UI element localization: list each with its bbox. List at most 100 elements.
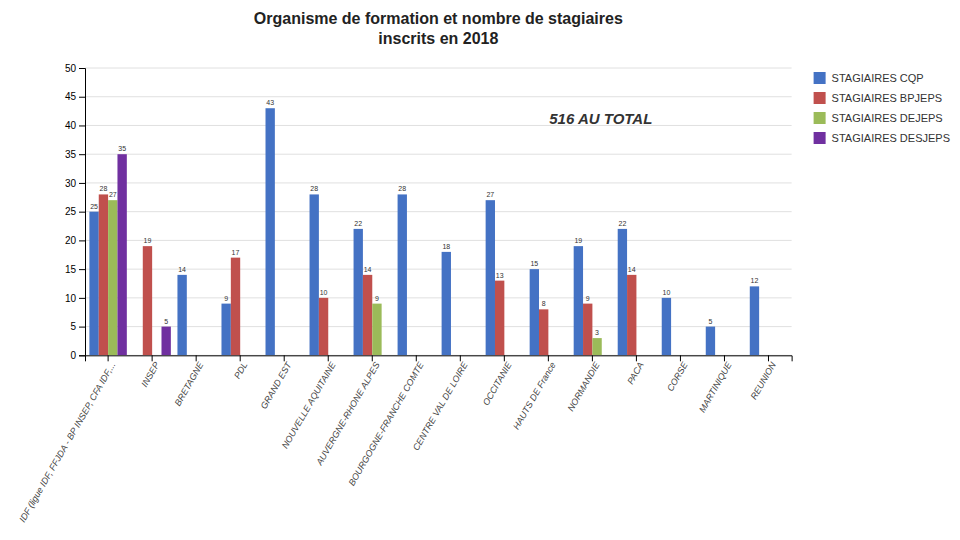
bar	[319, 298, 328, 355]
bar	[514, 355, 523, 356]
x-tick: INSEP	[139, 355, 161, 388]
x-tick-label: PACA	[625, 360, 646, 386]
legend-label: STAGIAIRES BPJEPS	[832, 92, 942, 104]
bar	[715, 355, 724, 356]
annotation: 516 AU TOTAL	[549, 110, 652, 127]
x-tick-label: HAUTS DE France	[511, 360, 558, 431]
bar	[426, 355, 435, 356]
data-label: 35	[118, 145, 126, 152]
bar	[724, 355, 733, 356]
grid-line	[85, 125, 792, 126]
legend: STAGIAIRES CQP STAGIAIRES BPJEPS STAGIAIRE…	[814, 72, 950, 144]
x-axis: IDF (ligue IDF, FFJDA - BP INSEP, CFA ID…	[17, 355, 792, 524]
data-label: 22	[354, 220, 362, 227]
grid-line	[85, 68, 792, 69]
y-tick: 5	[70, 321, 85, 332]
bar	[750, 286, 759, 355]
y-tick-label: 0	[70, 350, 76, 361]
y-tick-mark	[79, 212, 85, 213]
data-label: 10	[663, 289, 671, 296]
data-label: 18	[442, 243, 450, 250]
bar	[196, 355, 205, 356]
bar	[671, 355, 680, 356]
bar	[187, 355, 196, 356]
y-tick: 15	[65, 264, 85, 275]
data-label: 27	[109, 191, 117, 198]
grid-line	[85, 297, 792, 298]
data-label: 14	[178, 266, 186, 273]
legend-swatch	[814, 132, 826, 144]
y-tick: 35	[65, 149, 85, 160]
x-tick-label: OCCITANIE	[481, 360, 514, 408]
bar	[206, 355, 215, 356]
x-tick: BOURGOGNE-FRANCHE COMTE	[347, 355, 427, 487]
bar	[451, 355, 460, 356]
title-line: inscrits en 2018	[378, 30, 498, 47]
y-tick-label: 25	[65, 206, 77, 217]
data-label: 9	[586, 295, 590, 302]
bar	[161, 327, 170, 356]
x-axis-line	[86, 356, 793, 362]
x-tick: CORSE	[665, 355, 690, 393]
x-tick: NORMANDIE	[566, 355, 603, 413]
y-tick-mark	[79, 183, 85, 184]
bar	[310, 194, 319, 355]
bar	[548, 355, 557, 356]
plot-area: 05101520253035404550IDF (ligue IDF, FFJD…	[17, 63, 792, 524]
y-tick: 40	[65, 120, 85, 131]
legend-item: STAGIAIRES CQP	[814, 72, 924, 84]
bar-series	[117, 154, 170, 355]
grid-line	[85, 211, 792, 212]
bar	[117, 154, 126, 355]
bar	[133, 355, 142, 356]
bar	[89, 212, 98, 356]
bar	[407, 355, 416, 356]
data-label: 17	[232, 249, 240, 256]
bar	[328, 355, 337, 356]
bar	[627, 275, 636, 355]
bar	[486, 200, 495, 355]
legend-label: STAGIAIRES DEJEPS	[832, 112, 943, 124]
legend-label: STAGIAIRES CQP	[832, 72, 924, 84]
y-tick-label: 40	[65, 120, 77, 131]
bar	[177, 275, 186, 355]
data-label: 15	[530, 260, 538, 267]
legend-swatch	[814, 72, 826, 84]
legend-swatch	[814, 112, 826, 124]
y-tick-mark	[79, 154, 85, 155]
bar	[530, 269, 539, 355]
y-tick-mark	[79, 240, 85, 241]
x-tick-label: PDL	[232, 360, 249, 380]
bar	[266, 108, 275, 355]
bar	[592, 338, 601, 355]
data-label: 27	[486, 191, 494, 198]
data-label: 19	[574, 237, 582, 244]
legend-swatch	[814, 92, 826, 104]
y-tick-mark	[79, 355, 85, 356]
bar	[363, 275, 372, 355]
x-tick: CENTRE VAL DE LOIRE	[411, 355, 470, 452]
data-label: 43	[266, 99, 274, 106]
x-tick-label: CENTRE VAL DE LOIRE	[411, 360, 470, 453]
bar	[275, 355, 284, 356]
y-tick: 45	[65, 91, 85, 102]
x-tick: REUNION	[748, 355, 778, 401]
data-label: 19	[144, 237, 152, 244]
title: Organisme de formation et nombre de stag…	[254, 10, 623, 47]
bars	[89, 108, 759, 355]
x-tick-label: MARTINIQUE	[697, 360, 734, 415]
x-tick-label: REUNION	[748, 360, 778, 401]
bar	[372, 304, 381, 356]
legend-item: STAGIAIRES DEJEPS	[814, 112, 943, 124]
bar	[734, 355, 743, 356]
bar	[680, 355, 689, 356]
x-tick: HAUTS DE France	[511, 355, 558, 431]
bar	[416, 355, 425, 356]
bar	[250, 355, 259, 356]
x-tick: BRETAGNE	[172, 355, 206, 407]
grid-line	[85, 240, 792, 241]
bar	[504, 355, 513, 356]
x-tick-label: NORMANDIE	[566, 360, 603, 413]
data-label: 10	[320, 289, 328, 296]
data-labels: 2514943282228182715192210512281917101413…	[90, 99, 758, 336]
